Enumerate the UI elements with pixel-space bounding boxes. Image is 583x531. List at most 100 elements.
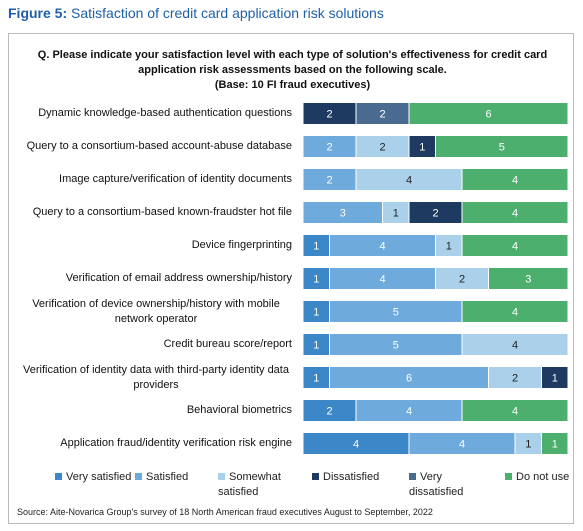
data-label: 2: [379, 108, 385, 120]
y-tick-text: Device fingerprinting: [191, 239, 292, 251]
data-label: 1: [446, 240, 452, 252]
legend-swatch: [135, 473, 142, 480]
bar-segment: [461, 333, 569, 356]
data-label: 4: [459, 438, 465, 450]
data-label: 2: [459, 273, 465, 285]
y-tick-text: Application fraud/identity verification …: [60, 437, 292, 449]
data-label: 5: [393, 306, 399, 318]
chart-frame: [8, 33, 574, 524]
legend-swatch: [218, 473, 225, 480]
legend-label: Dissatisfied: [323, 471, 380, 483]
bar-segment: [541, 366, 569, 389]
data-label: 2: [326, 108, 332, 120]
bar-segment: [541, 432, 569, 455]
question: Q. Please indicate your satisfaction lev…: [30, 48, 555, 93]
data-label: 4: [512, 306, 518, 318]
base-note: (Base: 10 FI fraud executives): [214, 79, 371, 91]
y-tick-label: Query to a consortium-based known-frauds…: [20, 197, 292, 229]
data-label: 4: [512, 405, 518, 417]
legend-item: Very satisfied: [55, 470, 135, 485]
legend-label: Satisfied: [146, 471, 189, 483]
data-label: 2: [512, 372, 518, 384]
y-tick-text: Credit bureau score/report: [163, 338, 292, 350]
data-label: 4: [406, 174, 412, 186]
y-tick-text: Query to a consortium-based known-frauds…: [32, 206, 292, 218]
data-label: 1: [552, 438, 558, 450]
data-label: 4: [512, 240, 518, 252]
data-label: 5: [393, 339, 399, 351]
data-label: 2: [326, 174, 332, 186]
y-tick-text: Behavioral biometrics: [186, 404, 292, 416]
data-label: 6: [406, 372, 412, 384]
data-label: 1: [419, 141, 425, 153]
y-tick-label: Verification of email address ownership/…: [20, 263, 292, 295]
data-label: 2: [432, 207, 438, 219]
legend-item: Somewhat satisfied: [218, 470, 298, 500]
y-tick-label: Device fingerprinting: [20, 230, 292, 262]
legend-swatch: [505, 473, 512, 480]
legend-swatch: [409, 473, 416, 480]
bar-segment: [488, 267, 569, 290]
data-label: 4: [353, 438, 359, 450]
data-label: 4: [512, 174, 518, 186]
y-tick-label: Application fraud/identity verification …: [20, 428, 292, 460]
legend-item: Satisfied: [135, 470, 215, 485]
data-label: 1: [313, 273, 319, 285]
legend-label: Do not use: [516, 471, 570, 483]
legend-item: Do not use: [505, 470, 583, 485]
data-label: 2: [326, 141, 332, 153]
y-tick-text: Verification of device ownership/history…: [32, 297, 280, 325]
y-tick-label: Behavioral biometrics: [20, 395, 292, 427]
y-tick-text: Verification of email address ownership/…: [65, 272, 292, 284]
data-label: 1: [525, 438, 531, 450]
data-label: 5: [499, 141, 505, 153]
figure-label: Figure 5:: [8, 5, 68, 21]
data-label: 1: [552, 372, 558, 384]
legend-item: Very dissatisfied: [409, 470, 489, 500]
bar-segment: [461, 300, 569, 323]
bar-segment: [461, 201, 569, 224]
data-label: 2: [379, 141, 385, 153]
bar-segment: [461, 399, 569, 422]
y-tick-text: Image capture/verification of identity d…: [59, 173, 292, 185]
data-label: 4: [379, 273, 385, 285]
bar-segment: [435, 135, 569, 158]
legend-item: Dissatisfied: [312, 470, 392, 485]
y-tick-label: Query to a consortium-based account-abus…: [20, 131, 292, 163]
data-label: 1: [313, 240, 319, 252]
data-label: 6: [485, 108, 491, 120]
data-label: 4: [512, 339, 518, 351]
y-tick-text: Dynamic knowledge-based authentication q…: [38, 107, 292, 119]
data-label: 1: [313, 306, 319, 318]
figure-heading: Figure 5: Satisfaction of credit card ap…: [8, 5, 384, 21]
question-text: Q. Please indicate your satisfaction lev…: [37, 49, 548, 76]
data-label: 2: [326, 405, 332, 417]
y-tick-label: Verification of device ownership/history…: [20, 296, 292, 328]
y-tick-label: Dynamic knowledge-based authentication q…: [20, 98, 292, 130]
data-label: 4: [406, 405, 412, 417]
data-label: 3: [525, 273, 531, 285]
data-label: 1: [313, 339, 319, 351]
data-label: 4: [512, 207, 518, 219]
bar-segment: [461, 168, 569, 191]
data-label: 3: [340, 207, 346, 219]
legend-swatch: [312, 473, 319, 480]
data-label: 1: [313, 372, 319, 384]
bar-segment: [408, 102, 569, 125]
chart-title: Satisfaction of credit card application …: [71, 5, 384, 21]
legend-label: Very satisfied: [66, 471, 132, 483]
y-tick-label: Credit bureau score/report: [20, 329, 292, 361]
legend-label: Very dissatisfied: [409, 471, 464, 498]
y-tick-text: Verification of identity data with third…: [23, 363, 289, 391]
data-label: 1: [393, 207, 399, 219]
bar-segment: [461, 234, 569, 257]
y-tick-label: Image capture/verification of identity d…: [20, 164, 292, 196]
y-tick-text: Query to a consortium-based account-abus…: [26, 140, 292, 152]
source: Source: Aite-Novarica Group's survey of …: [17, 507, 433, 517]
legend-label: Somewhat satisfied: [218, 471, 281, 498]
y-tick-label: Verification of identity data with third…: [20, 362, 292, 394]
legend-swatch: [55, 473, 62, 480]
data-label: 4: [379, 240, 385, 252]
